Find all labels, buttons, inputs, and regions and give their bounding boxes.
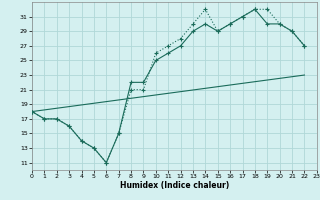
X-axis label: Humidex (Indice chaleur): Humidex (Indice chaleur) — [120, 181, 229, 190]
